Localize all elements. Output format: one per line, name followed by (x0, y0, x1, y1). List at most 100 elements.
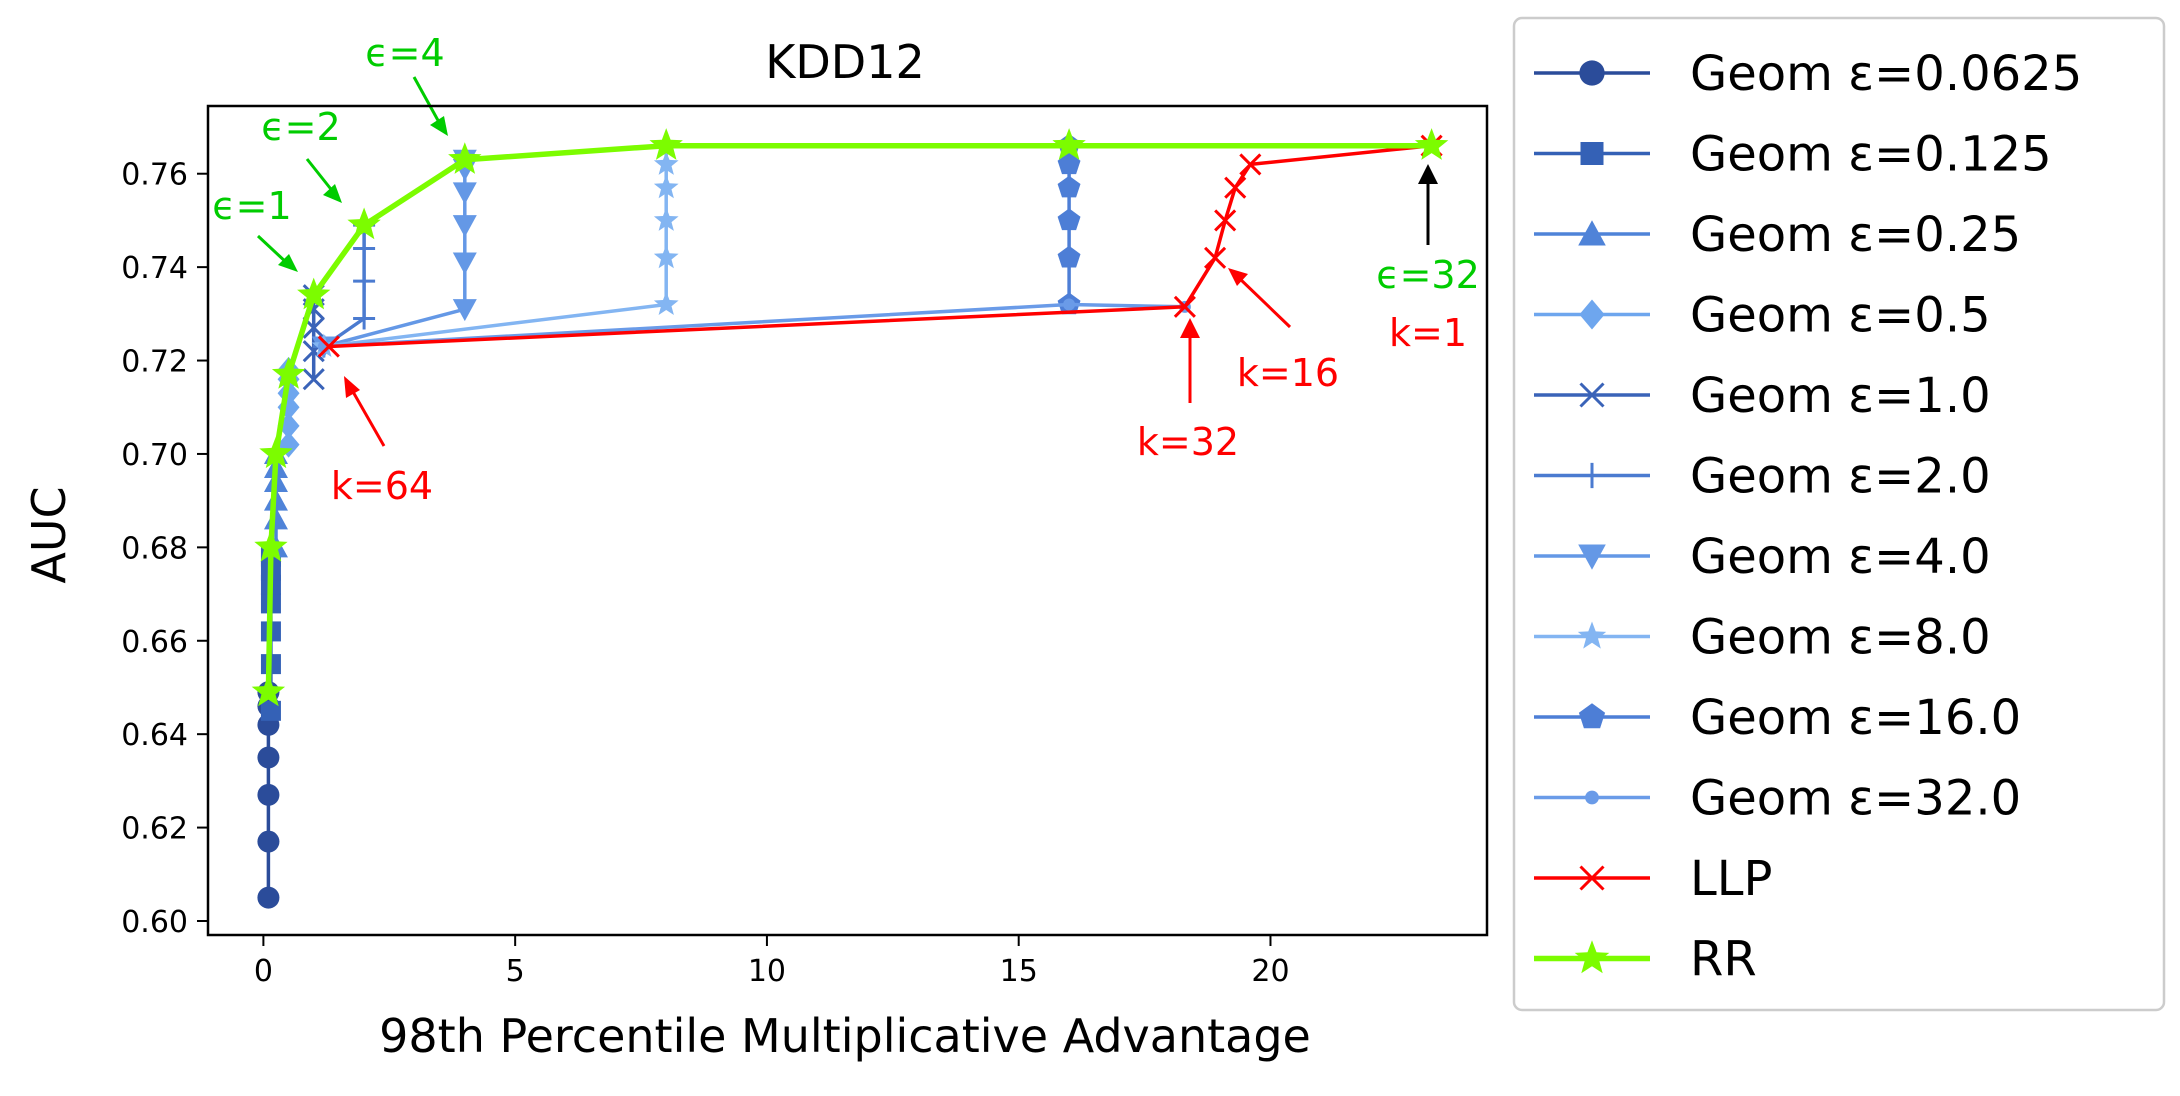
data-point (1057, 245, 1081, 268)
data-point (452, 252, 477, 275)
annotation-eps-1: ϵ=1 (212, 184, 298, 272)
legend-marker (1579, 60, 1605, 86)
data-point (1063, 298, 1076, 311)
legend-marker (1579, 865, 1605, 891)
data-point (353, 270, 376, 293)
legend-item: RR (1534, 932, 1757, 988)
chart-title: KDD12 (765, 35, 925, 89)
legend-marker (1579, 299, 1605, 330)
annotation-k-32-label: k=32 (1137, 420, 1239, 464)
annotation-k-1-label: k=1 (1389, 311, 1467, 355)
y-tick-label: 0.64 (121, 718, 188, 753)
legend-marker (1577, 621, 1607, 649)
plot-series (251, 128, 1449, 909)
data-point (251, 674, 286, 707)
data-point (347, 207, 381, 240)
legend-label: Geom ε=0.5 (1690, 288, 1991, 344)
data-point (302, 368, 325, 391)
y-tick-label: 0.72 (121, 345, 188, 380)
legend-item: Geom ε=0.25 (1534, 207, 2021, 263)
legend-label: Geom ε=0.0625 (1690, 46, 2082, 102)
legend-items: Geom ε=0.0625 Geom ε=0.125 Geom ε=0.25 Geom… (1534, 46, 2082, 988)
series-8 (1057, 133, 1081, 315)
data-point (353, 307, 376, 330)
annotation-eps-32: ϵ=32 (1376, 164, 1480, 297)
data-point (653, 291, 679, 315)
annotation-k-16: k=16 (1228, 268, 1339, 395)
data-point (1173, 295, 1196, 318)
legend-marker (1580, 142, 1604, 165)
x-tick-label: 10 (748, 954, 786, 989)
data-point (254, 529, 288, 562)
y-tick-label: 0.68 (121, 531, 188, 566)
legend-label: LLP (1690, 851, 1772, 907)
data-point (259, 436, 293, 469)
series-line (323, 145, 668, 349)
legend-label: Geom ε=1.0 (1690, 368, 1991, 424)
series-6 (311, 149, 477, 359)
y-axis-label: AUC (22, 486, 76, 583)
legend-label: Geom ε=16.0 (1690, 690, 2021, 746)
data-point (317, 335, 340, 358)
data-point (1224, 176, 1247, 199)
x-tick-label: 20 (1251, 954, 1289, 989)
annotation-eps-32-label: ϵ=32 (1376, 253, 1480, 297)
data-point (353, 237, 376, 260)
legend-label: Geom ε=4.0 (1690, 529, 1991, 585)
annotation-k-64-label: k=64 (331, 464, 433, 508)
data-point (1414, 128, 1449, 160)
legend-label: Geom ε=0.125 (1690, 127, 2052, 183)
x-tick-label: 15 (1000, 954, 1038, 989)
data-point (1204, 246, 1227, 269)
annotation-k-16-label: k=16 (1237, 351, 1339, 395)
annotation-eps-2-label: ϵ=2 (261, 105, 340, 149)
y-tick-label: 0.62 (121, 812, 188, 847)
legend-marker (1578, 703, 1606, 729)
data-point (257, 746, 280, 769)
data-point (260, 700, 281, 721)
series-line (322, 225, 366, 348)
data-point (653, 174, 679, 199)
y-tick-label: 0.66 (121, 625, 188, 660)
legend (1512, 16, 2166, 1012)
data-point (448, 142, 482, 174)
plot-frame (206, 104, 1489, 937)
data-point (1239, 153, 1262, 176)
legend-item: Geom ε=0.5 (1534, 288, 1991, 344)
data-point (271, 357, 306, 389)
series-7 (311, 132, 679, 357)
data-point (649, 128, 683, 160)
data-point (1057, 175, 1081, 198)
legend-item: Geom ε=0.0625 (1534, 46, 2082, 102)
data-point (452, 215, 477, 238)
legend-label: Geom ε=32.0 (1690, 771, 2021, 827)
annotation-eps-1-label: ϵ=1 (212, 184, 291, 228)
y-tick-label: 0.74 (121, 251, 188, 286)
data-point (257, 830, 280, 853)
legend-item: Geom ε=0.125 (1534, 127, 2052, 183)
x-tick-label: 5 (506, 954, 525, 989)
legend-item: Geom ε=1.0 (1534, 368, 1991, 424)
data-point (257, 886, 280, 909)
data-point (1057, 152, 1081, 175)
data-point (1057, 208, 1081, 231)
data-point (653, 207, 679, 231)
annotation-eps-4: ϵ=4 (365, 31, 448, 136)
legend-marker (1579, 462, 1605, 489)
y-tick-label: 0.60 (121, 905, 188, 940)
legend-label: Geom ε=8.0 (1690, 610, 1991, 666)
legend-item: Geom ε=16.0 (1534, 690, 2021, 746)
data-point (1052, 128, 1086, 160)
data-point (297, 277, 331, 310)
data-point (452, 299, 477, 322)
legend-item: Geom ε=4.0 (1534, 529, 1991, 585)
legend-label: Geom ε=0.25 (1690, 207, 2021, 263)
series-line (265, 142, 1432, 693)
legend-item: Geom ε=8.0 (1534, 610, 1991, 666)
annotation-eps-2: ϵ=2 (261, 105, 342, 203)
legend-marker (1585, 790, 1599, 805)
axis-ticks: 0 5 10 15 20 0.60 0.62 0.64 0.66 0.68 0.70 0.72 0.74… (121, 158, 1289, 989)
legend-label: Geom ε=2.0 (1690, 449, 1991, 505)
annotation-k-64: k=64 (331, 376, 433, 508)
